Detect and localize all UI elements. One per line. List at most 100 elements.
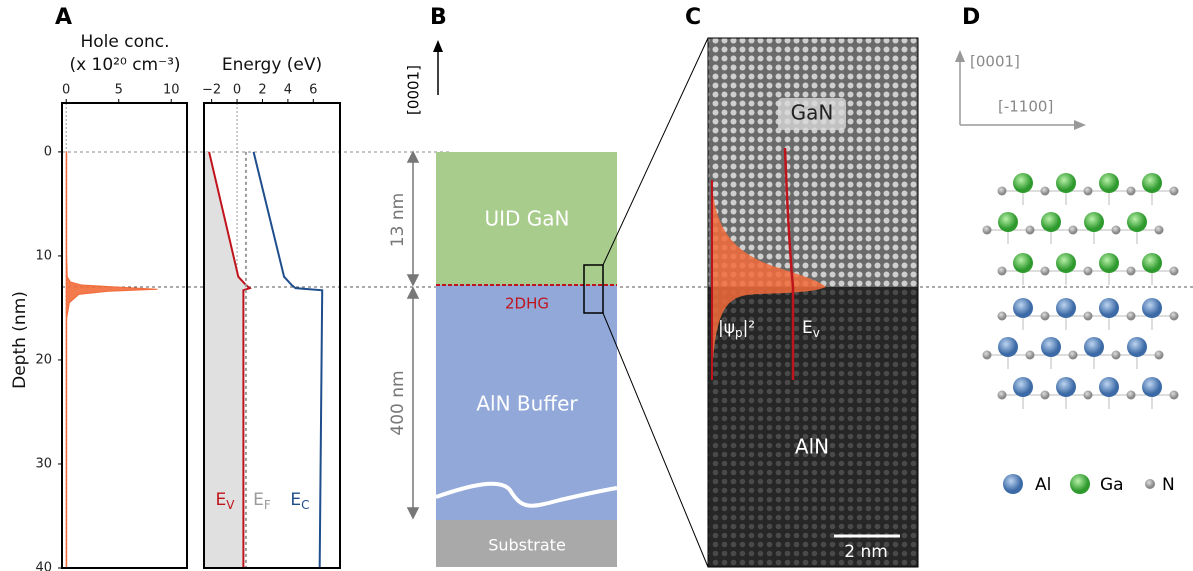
atom-n (1127, 187, 1136, 196)
plot-frame (62, 103, 187, 568)
axis-label: [-1100] (998, 98, 1053, 116)
atom-metal (1099, 298, 1119, 318)
area (66, 152, 157, 568)
atom-metal (1099, 377, 1119, 397)
atom-metal (1013, 377, 1033, 397)
atom-n (1026, 226, 1035, 235)
legend-name: E (216, 490, 227, 510)
atom-metal (1056, 173, 1076, 193)
atom-metal (1142, 253, 1162, 273)
legend-label: Al (1035, 475, 1051, 495)
y-tick-label: 20 (35, 352, 52, 367)
arrow-head (433, 40, 443, 52)
layer-label: UID GaN (484, 207, 569, 231)
ev-text: E (802, 318, 813, 338)
panel-label: B (430, 5, 447, 30)
atom-metal (1084, 337, 1104, 357)
psi-text: |ψ (718, 318, 735, 338)
legend-sub: V (226, 498, 235, 512)
atom-n (1127, 312, 1136, 321)
atom-n (1084, 312, 1093, 321)
scale-label: 2 nm (844, 542, 888, 562)
x-tick-label: 10 (163, 83, 180, 98)
atom-n (1041, 312, 1050, 321)
zoom-line (603, 38, 708, 265)
legend-label: Ga (1100, 475, 1124, 495)
y-tick-label: 40 (35, 561, 52, 571)
atom-metal (998, 212, 1018, 232)
zoom-line (603, 313, 708, 567)
atom-metal (1127, 337, 1147, 357)
atom-n (1155, 226, 1164, 235)
atom-metal (1041, 212, 1061, 232)
x-tick-label: 4 (284, 83, 292, 98)
panel-label: C (685, 5, 701, 30)
atom-n (1112, 226, 1121, 235)
ev-sub: v (813, 326, 820, 340)
legend-sub: F (264, 498, 271, 512)
atom-n (998, 312, 1007, 321)
atom-n (983, 351, 992, 360)
atom-metal (1013, 173, 1033, 193)
y-axis-label: Depth (nm) (10, 291, 30, 389)
atom-n (1069, 226, 1078, 235)
panel-label: D (962, 5, 980, 30)
psi-sub: p (735, 326, 743, 340)
atom-metal (1056, 298, 1076, 318)
x-tick-label: 5 (115, 83, 123, 98)
legend-label: EF (253, 490, 271, 512)
atom-metal (1142, 298, 1162, 318)
legend-sub: C (301, 498, 309, 512)
atom-metal (1142, 377, 1162, 397)
panel-label: A (55, 5, 72, 30)
layer-label: 2DHG (505, 295, 549, 313)
atom-n (1041, 391, 1050, 400)
atom-n (1127, 267, 1136, 276)
atom-metal (1099, 173, 1119, 193)
atom-n (1084, 391, 1093, 400)
atom-n (983, 226, 992, 235)
legend-label: N (1162, 475, 1175, 495)
atom-metal (1013, 253, 1033, 273)
panel-c: GaN |ψp|² Ev AlN 2 nm (708, 38, 918, 567)
chart-title: Hole conc. (80, 32, 169, 52)
atom-metal (1099, 253, 1119, 273)
x-tick-label: 0 (233, 83, 241, 98)
axis-label: [0001] (970, 53, 1020, 71)
dimension-label: 400 nm (388, 370, 408, 435)
atom-n (1026, 351, 1035, 360)
legend-label: EC (290, 490, 309, 512)
atom-n (1170, 391, 1179, 400)
x-tick-label: 2 (258, 83, 266, 98)
atom-metal (1056, 377, 1076, 397)
atom-n (1084, 187, 1093, 196)
atom-metal (1013, 298, 1033, 318)
atom-n (1170, 267, 1179, 276)
figure: A B C D Hole conc. (x 10²⁰ cm⁻³) Energy … (0, 0, 1193, 571)
atom-metal (1056, 253, 1076, 273)
atom-n (998, 187, 1007, 196)
direction-label: [0001] (405, 65, 423, 115)
atom-n (1112, 351, 1121, 360)
arrow-head (1074, 120, 1086, 130)
panel-b: [0001] 13 nm 400 nm UID GaN 2DHG AlN Buf… (388, 38, 708, 567)
y-tick-label: 10 (35, 248, 52, 263)
psi-text: |² (743, 318, 756, 338)
legend-name: E (253, 490, 264, 510)
legend-swatch (1070, 474, 1090, 494)
panel-d: [0001] [-1100] Al Ga N (955, 50, 1179, 495)
atom-n (1155, 351, 1164, 360)
y-tick-label: 30 (35, 456, 52, 471)
dimension (408, 152, 418, 518)
atom-n (1170, 187, 1179, 196)
atom-metal (1142, 173, 1162, 193)
atom-n (998, 391, 1007, 400)
atom-metal (1127, 212, 1147, 232)
legend-swatch (1145, 479, 1155, 489)
atom-n (1170, 312, 1179, 321)
chart-title: Energy (eV) (222, 55, 322, 75)
x-tick-label: −2 (202, 83, 221, 98)
atom-n (1069, 351, 1078, 360)
atom-n (1041, 187, 1050, 196)
legend-swatch (1003, 474, 1023, 494)
